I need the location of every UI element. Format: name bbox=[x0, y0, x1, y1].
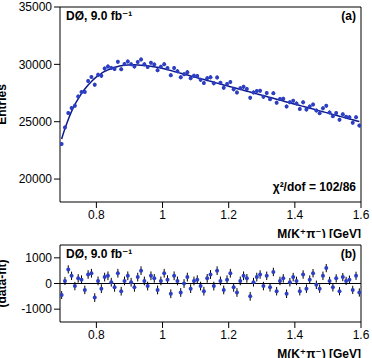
svg-text:1.4: 1.4 bbox=[287, 328, 304, 342]
svg-text:0.8: 0.8 bbox=[88, 208, 105, 222]
svg-text:(data-fit): (data-fit) bbox=[8, 260, 9, 308]
svg-text:20000: 20000 bbox=[19, 172, 53, 186]
svg-text:1.6: 1.6 bbox=[353, 328, 364, 342]
svg-text:1.4: 1.4 bbox=[287, 208, 304, 222]
svg-text:0.8: 0.8 bbox=[88, 328, 105, 342]
svg-text:25000: 25000 bbox=[19, 115, 53, 129]
svg-text:35000: 35000 bbox=[19, 0, 53, 14]
svg-text:Entries: Entries bbox=[8, 84, 9, 125]
svg-text:1000: 1000 bbox=[25, 251, 52, 265]
html-text:(a): (a) bbox=[341, 9, 356, 23]
svg-text:1: 1 bbox=[159, 328, 166, 342]
svg-text:1.2: 1.2 bbox=[220, 328, 237, 342]
html-text:DØ, 9.0 fb⁻¹: DØ, 9.0 fb⁻¹ bbox=[66, 9, 133, 23]
svg-text:M(K⁺π⁻) [GeV]: M(K⁺π⁻) [GeV] bbox=[277, 227, 361, 238]
svg-text:1.2: 1.2 bbox=[220, 208, 237, 222]
svg-text:-1000: -1000 bbox=[21, 302, 52, 316]
svg-text:1.6: 1.6 bbox=[353, 208, 364, 222]
html-text:DØ, 9.0 fb⁻¹: DØ, 9.0 fb⁻¹ bbox=[66, 247, 133, 261]
html-text:χ²/dof = 102/86: χ²/dof = 102/86 bbox=[272, 180, 356, 194]
svg-text:M(K⁺π⁻) [GeV]: M(K⁺π⁻) [GeV] bbox=[277, 347, 361, 358]
svg-text:1: 1 bbox=[159, 208, 166, 222]
svg-text:0: 0 bbox=[45, 277, 52, 291]
html-text:(b): (b) bbox=[340, 247, 356, 261]
svg-text:30000: 30000 bbox=[19, 58, 53, 72]
